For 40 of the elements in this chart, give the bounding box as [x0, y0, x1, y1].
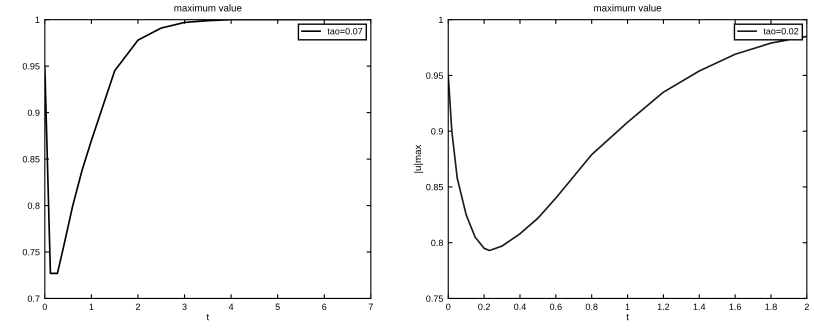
x-axis-title: t [626, 314, 629, 320]
line-series [448, 36, 807, 252]
x-tick-label: 0.4 [514, 304, 526, 310]
x-tick-label: 6 [322, 304, 326, 310]
y-tick-label: 0.75 [22, 248, 40, 256]
x-tick-label: 2 [136, 304, 140, 310]
legend-label: tao=0.02 [763, 28, 798, 34]
x-tick-label: 1 [626, 304, 630, 310]
chart-title: maximum value [594, 4, 662, 12]
x-tick-label: 4 [228, 304, 234, 310]
x-tick-label: 3 [182, 304, 187, 310]
legend-label: tao=0.07 [327, 28, 362, 34]
y-tick-label: 0.9 [28, 110, 40, 116]
y-tick-label: 0.95 [22, 63, 40, 70]
x-tick-label: 0.8 [586, 304, 598, 310]
x-tick-label: 7 [368, 304, 373, 310]
x-tick-label: 0 [446, 304, 450, 310]
x-tick-label: 2 [804, 304, 809, 310]
x-tick-label: 5 [276, 304, 280, 310]
y-tick-label: 0.85 [426, 184, 444, 190]
x-axis-title: t [206, 314, 210, 320]
y-tick-label: 1 [36, 16, 40, 23]
y-tick-label: 0.85 [22, 156, 40, 162]
y-tick-label: 0.9 [431, 128, 443, 135]
x-tick-label: 0.2 [478, 304, 490, 310]
x-tick-label: 1.6 [730, 304, 742, 310]
x-tick-label: 1.8 [765, 304, 777, 310]
x-tick-label: 1 [90, 304, 94, 310]
y-tick-label: 0.8 [431, 240, 443, 246]
y-tick-label: 0.95 [426, 72, 444, 79]
x-tick-label: 0.6 [550, 304, 562, 310]
x-tick-label: 0 [42, 304, 47, 310]
y-tick-label: 1 [439, 16, 443, 23]
y-axis-title: |u|max [414, 144, 424, 173]
chart-title: maximum value [174, 4, 242, 12]
y-tick-label: 0.8 [28, 202, 40, 209]
y-tick-label: 0.7 [28, 295, 40, 302]
x-tick-label: 1.2 [658, 304, 670, 310]
x-tick-label: 1.4 [694, 304, 706, 310]
y-tick-label: 0.75 [426, 295, 444, 302]
